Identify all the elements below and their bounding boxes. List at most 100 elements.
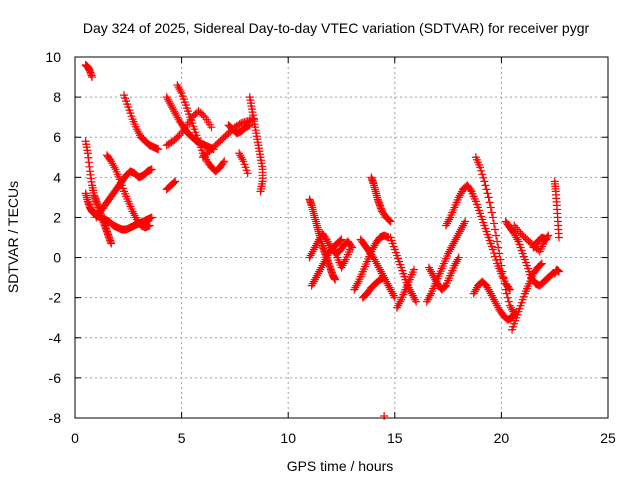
data-point-plus <box>477 166 486 175</box>
data-point-plus <box>446 245 455 254</box>
data-point-plus <box>107 157 116 166</box>
y-tick-labels: -8 -6 -4 -2 0 2 4 6 8 10 <box>45 49 61 426</box>
data-point-plus <box>110 163 119 172</box>
data-point-plus <box>316 265 325 274</box>
data-point-plus <box>489 219 498 228</box>
data-point-plus <box>88 73 97 82</box>
data-point-plus <box>172 111 181 120</box>
data-point-plus <box>390 293 399 302</box>
data-point-plus <box>375 265 384 274</box>
data-point-plus <box>491 297 500 306</box>
y-tick-label: -6 <box>49 370 62 386</box>
data-point-plus <box>454 193 463 202</box>
data-point-plus <box>495 249 504 258</box>
data-point-plus <box>238 155 247 164</box>
data-point-plus <box>443 219 452 228</box>
series-arc-m <box>235 149 252 178</box>
data-point-plus <box>452 257 461 266</box>
data-point-plus <box>173 81 182 90</box>
data-point-plus <box>337 263 346 272</box>
data-point-plus <box>318 261 327 270</box>
data-point-plus <box>429 271 438 280</box>
data-point-plus <box>488 245 497 254</box>
data-point-plus <box>133 127 142 136</box>
data-point-plus <box>455 191 464 200</box>
data-point-plus <box>487 291 496 300</box>
data-point-plus <box>370 255 379 264</box>
data-point-plus <box>134 129 143 138</box>
data-point-plus <box>386 285 395 294</box>
data-point-plus <box>501 285 510 294</box>
data-point-plus <box>480 177 489 186</box>
data-point-plus <box>460 219 469 228</box>
series-arc-ad <box>469 277 521 324</box>
data-point-plus <box>177 129 186 138</box>
data-point-plus <box>487 208 496 217</box>
data-point-plus <box>147 165 156 174</box>
y-tick-label: 4 <box>53 169 61 185</box>
data-point-plus <box>393 301 402 310</box>
series-arc-y <box>380 411 389 420</box>
data-point-plus <box>444 217 453 226</box>
data-point-plus <box>511 231 520 240</box>
data-point-plus <box>503 293 512 302</box>
data-point-plus <box>386 217 395 226</box>
series-arc-j <box>162 177 180 194</box>
x-tick-label: 0 <box>71 430 79 446</box>
data-point-plus <box>107 239 116 248</box>
data-point-plus <box>486 289 495 298</box>
grid-lines <box>75 57 608 418</box>
data-point-plus <box>492 231 501 240</box>
data-point-plus <box>145 221 154 230</box>
data-point-plus <box>309 277 318 286</box>
data-point-plus <box>154 145 163 154</box>
data-point-plus <box>169 105 178 114</box>
data-point-plus <box>312 271 321 280</box>
data-point-plus <box>317 263 326 272</box>
y-tick-label: 8 <box>53 89 61 105</box>
data-point-plus <box>389 291 398 300</box>
data-point-plus <box>321 255 330 264</box>
data-point-plus <box>324 239 333 248</box>
data-point-plus <box>456 225 465 234</box>
y-tick-label: -4 <box>49 330 62 346</box>
data-point-plus <box>373 261 382 270</box>
data-point-plus <box>482 281 491 290</box>
data-point-plus <box>491 225 500 234</box>
data-point-plus <box>461 217 470 226</box>
data-point-plus <box>352 281 361 290</box>
data-point-plus <box>319 259 328 268</box>
data-point-plus <box>450 261 459 270</box>
data-point-plus <box>336 236 345 245</box>
data-point-plus <box>409 293 418 302</box>
x-tick-labels: 0 5 10 15 20 25 <box>71 430 616 446</box>
data-point-plus <box>307 249 316 258</box>
data-point-plus <box>492 299 501 308</box>
data-point-plus <box>129 209 138 218</box>
data-point-plus <box>178 127 187 136</box>
data-point-plus <box>306 251 315 260</box>
data-point-plus <box>147 213 156 222</box>
data-point-plus <box>470 287 479 296</box>
data-point-plus <box>427 267 436 276</box>
data-point-plus <box>424 263 433 272</box>
series-arc-q <box>307 235 346 290</box>
data-point-plus <box>374 263 383 272</box>
data-point-plus <box>407 289 416 298</box>
data-point-plus <box>441 221 450 230</box>
data-point-plus <box>424 293 433 302</box>
data-point-plus <box>331 275 340 284</box>
data-point-plus <box>310 243 319 252</box>
data-point-plus <box>476 163 485 172</box>
data-point-plus <box>483 189 492 198</box>
data-point-plus <box>308 247 317 256</box>
data-point-plus <box>384 281 393 290</box>
data-point-plus <box>170 178 179 187</box>
data-point-plus <box>489 295 498 304</box>
series-arc-i <box>173 81 229 176</box>
data-point-plus <box>235 149 244 158</box>
data-point-plus <box>454 229 463 238</box>
data-point-plus <box>376 267 385 276</box>
data-point-plus <box>496 255 505 264</box>
